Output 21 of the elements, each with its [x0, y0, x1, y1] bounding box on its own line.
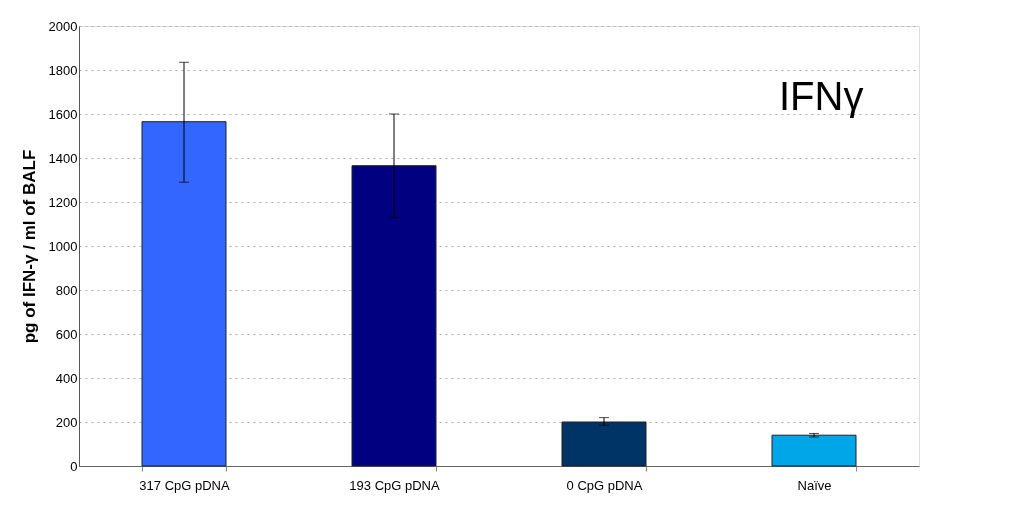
- y-tick-label: 1800: [48, 62, 78, 78]
- x-tick-label: 193 CpG pDNA: [349, 477, 440, 493]
- x-tick-label: 317 CpG pDNA: [139, 477, 230, 493]
- bar: [351, 165, 437, 467]
- y-tick-label: 1400: [48, 150, 78, 166]
- bar: [141, 121, 227, 467]
- y-tick-label: 200: [55, 414, 78, 430]
- x-tick-label: Naïve: [797, 477, 832, 493]
- bar: [771, 434, 857, 467]
- y-tick-label: 2000: [48, 18, 78, 34]
- y-tick-label: 1200: [48, 194, 78, 210]
- y-tick-label: 0: [70, 458, 78, 474]
- bar: [561, 421, 647, 467]
- y-tick-label: 400: [55, 370, 78, 386]
- y-tick-label: 600: [55, 326, 78, 342]
- x-tick-label: 0 CpG pDNA: [566, 477, 643, 493]
- y-tick-label: 1000: [48, 238, 78, 254]
- y-axis-title: pg of IFN-γ / ml of BALF: [19, 149, 39, 344]
- annotation: IFNγ: [779, 74, 864, 118]
- y-tick-label: 1600: [48, 106, 78, 122]
- y-tick-label: 800: [55, 282, 78, 298]
